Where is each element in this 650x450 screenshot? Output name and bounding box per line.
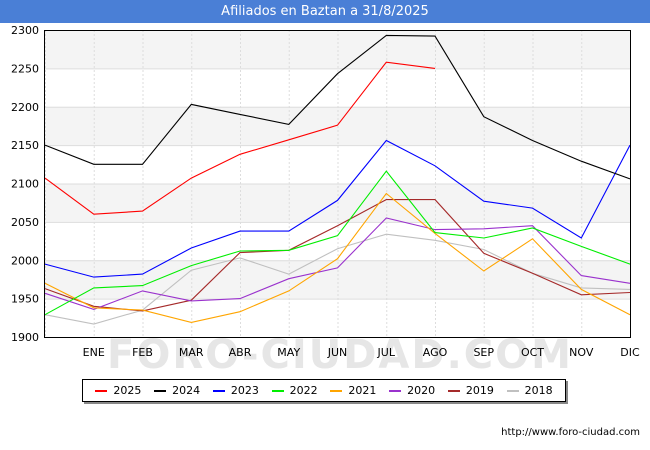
legend: 2025 2024 2023 2022 2021 2020 2019 2018 xyxy=(82,379,566,402)
x-tick-label: FEB xyxy=(132,346,153,359)
y-tick-label: 2250 xyxy=(11,62,39,75)
legend-swatch xyxy=(95,389,108,392)
y-tick-label: 2150 xyxy=(11,139,39,152)
legend-item-2021: 2021 xyxy=(330,384,376,397)
x-tick-label: OCT xyxy=(521,346,544,359)
x-tick-label: MAR xyxy=(179,346,204,359)
x-tick-label: ABR xyxy=(229,346,252,359)
x-tick-label: MAY xyxy=(277,346,300,359)
x-tick-label: DIC xyxy=(620,346,640,359)
watermark: FORO-CIUDAD.COM xyxy=(107,332,573,378)
legend-swatch xyxy=(212,389,225,392)
legend-item-2023: 2023 xyxy=(212,384,259,397)
series-line-2022 xyxy=(44,170,631,316)
legend-label: 2022 xyxy=(289,384,318,397)
x-tick-label: NOV xyxy=(569,346,594,359)
x-tick-label: SEP xyxy=(473,346,494,359)
series-line-2019 xyxy=(44,199,631,312)
legend-swatch xyxy=(154,389,167,392)
legend-label: 2025 xyxy=(113,384,142,397)
x-tick-label: ENE xyxy=(83,346,105,359)
chart-series xyxy=(44,34,631,325)
x-tick-label: JUL xyxy=(377,346,396,359)
y-tick-label: 2100 xyxy=(11,178,39,191)
series-line-2020 xyxy=(44,217,631,310)
y-tick-label: 1950 xyxy=(11,293,39,306)
series-line-2025 xyxy=(44,61,436,215)
legend-label: 2020 xyxy=(407,384,436,397)
legend-swatch xyxy=(271,389,284,392)
legend-label: 2019 xyxy=(465,384,494,397)
x-tick-label: AGO xyxy=(423,346,448,359)
source-url: http://www.foro-ciudad.com xyxy=(501,427,640,438)
legend-swatch xyxy=(506,389,519,392)
y-axis: 1900 1950 2000 2050 2100 2150 2200 2250 2300 xyxy=(11,24,39,344)
legend-label: 2024 xyxy=(172,384,201,397)
series-line-2023 xyxy=(44,139,631,278)
y-tick-label: 2300 xyxy=(11,24,39,37)
x-tick-label: JUN xyxy=(327,346,348,359)
legend-item-2018: 2018 xyxy=(506,384,553,397)
y-tick-label: 2200 xyxy=(11,101,39,114)
grid-band xyxy=(45,30,630,69)
x-axis: ENE FEB MAR ABR MAY JUN JUL AGO SEP OCT NOV DIC xyxy=(83,346,640,359)
legend-item-2025: 2025 xyxy=(95,384,141,397)
legend-label: 2021 xyxy=(348,384,377,397)
series-line-2021 xyxy=(44,192,631,323)
legend-swatch xyxy=(447,389,460,392)
legend-item-2020: 2020 xyxy=(389,384,435,397)
legend-item-2019: 2019 xyxy=(447,384,494,397)
y-tick-label: 2000 xyxy=(11,254,39,267)
y-tick-label: 2050 xyxy=(11,216,39,229)
y-tick-label: 1900 xyxy=(11,331,39,344)
legend-item-2022: 2022 xyxy=(271,384,318,397)
chart-title: Afiliados en Baztan a 31/8/2025 xyxy=(0,0,650,23)
legend-label: 2018 xyxy=(524,384,553,397)
plot-frame xyxy=(44,30,631,338)
legend-swatch xyxy=(389,389,402,392)
legend-item-2024: 2024 xyxy=(154,384,200,397)
legend-swatch xyxy=(330,389,343,392)
chart-grid xyxy=(45,30,631,338)
series-line-2024 xyxy=(44,34,631,180)
legend-label: 2023 xyxy=(230,384,259,397)
